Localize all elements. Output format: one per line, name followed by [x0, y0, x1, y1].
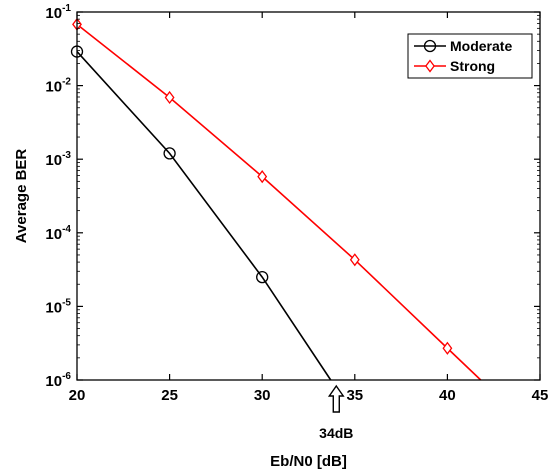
- data-point: [163, 147, 176, 160]
- x-tick-label: 45: [532, 387, 549, 404]
- data-point: [349, 253, 360, 267]
- series-strong: [72, 17, 482, 381]
- y-tick-label: 10-4: [45, 224, 71, 243]
- axes-frame: [76, 11, 541, 381]
- x-axis-label: Eb/N0 [dB]: [270, 453, 347, 470]
- threshold-annotation: 34dB: [319, 384, 353, 441]
- x-tick-label: 35: [346, 387, 363, 404]
- x-tick-label: 40: [439, 387, 456, 404]
- series-line: [76, 51, 332, 381]
- y-tick-label: 10-3: [45, 150, 71, 169]
- data-point: [423, 39, 437, 53]
- axis-ticks: 20 25 30 35 40 45 10-6 10-5 10-4 10-3 10-2 10-1: [45, 3, 548, 404]
- y-axis-label: Average BER: [13, 149, 30, 244]
- legend: Moderate Strong: [407, 33, 533, 79]
- data-point: [164, 90, 175, 105]
- x-tick-label: 25: [161, 387, 178, 404]
- data-point: [257, 170, 268, 184]
- data-point: [256, 270, 269, 284]
- threshold-label: 34dB: [319, 425, 353, 441]
- x-tick-label: 30: [254, 387, 271, 404]
- data-point: [442, 341, 453, 355]
- series-line: [76, 23, 482, 381]
- y-tick-label: 10-1: [45, 3, 71, 22]
- legend-label: Strong: [450, 58, 495, 74]
- x-tick-label: 20: [69, 387, 86, 404]
- legend-label: Moderate: [450, 38, 512, 54]
- y-tick-label: 10-2: [45, 77, 71, 96]
- y-tick-label: 10-5: [45, 297, 71, 316]
- plot-area: [70, 17, 482, 381]
- series-moderate: [70, 45, 332, 381]
- up-arrow-icon: [327, 384, 345, 413]
- data-point: [425, 59, 435, 73]
- y-tick-label: 10-6: [45, 371, 71, 390]
